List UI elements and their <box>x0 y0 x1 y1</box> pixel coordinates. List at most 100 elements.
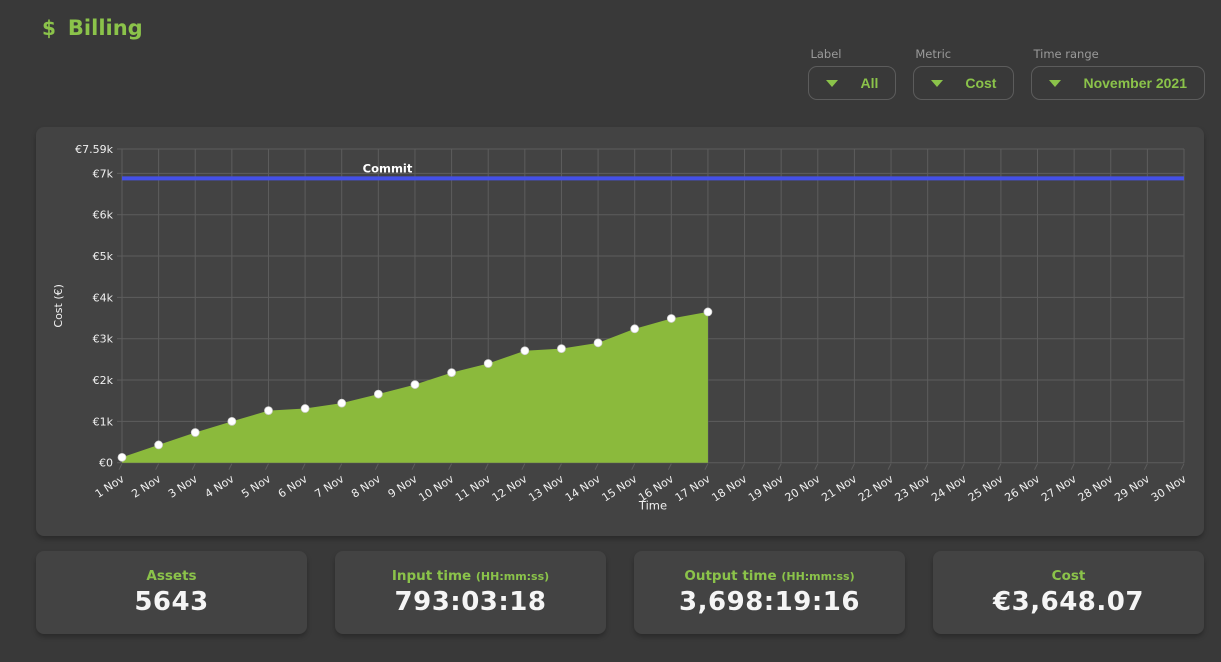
y-tick-label: €7.59k <box>75 143 113 156</box>
y-tick-label: €5k <box>93 250 114 263</box>
x-tick-label: 19 Nov <box>746 472 786 504</box>
label-filter-caption: Label <box>810 47 842 61</box>
data-point[interactable] <box>703 307 713 317</box>
x-tick <box>631 463 636 470</box>
data-point[interactable] <box>337 398 347 408</box>
x-tick <box>814 463 819 470</box>
x-tick-label: 25 Nov <box>966 472 1006 504</box>
time-range-dropdown[interactable]: November 2021 <box>1031 66 1205 100</box>
x-tick <box>1107 463 1112 470</box>
data-point[interactable] <box>520 346 530 356</box>
data-point[interactable] <box>666 314 676 323</box>
x-tick-label: 17 Nov <box>673 472 713 504</box>
label-dropdown[interactable]: All <box>808 66 897 100</box>
metric-dropdown[interactable]: Cost <box>913 66 1015 100</box>
x-tick <box>1143 463 1148 470</box>
x-tick <box>741 463 745 470</box>
stat-card-output-time: Output time (HH:mm:ss) 3,698:19:16 <box>634 551 905 634</box>
y-axis-title: Cost (€) <box>52 284 65 328</box>
x-tick-label: 20 Nov <box>783 472 823 504</box>
data-point[interactable] <box>190 428 200 437</box>
data-point[interactable] <box>373 389 383 399</box>
x-tick-label: 7 Nov <box>312 472 346 501</box>
x-tick-label: 28 Nov <box>1076 472 1116 504</box>
x-tick-label: 30 Nov <box>1149 472 1189 504</box>
x-tick <box>228 463 233 470</box>
x-tick-label: 2 Nov <box>129 472 163 501</box>
commit-label: Commit <box>363 161 413 175</box>
chevron-down-icon <box>931 79 944 87</box>
x-tick <box>1070 463 1075 470</box>
dollar-icon: $ <box>42 16 56 40</box>
x-tick-label: 10 Nov <box>416 472 456 504</box>
x-tick <box>924 463 929 470</box>
data-point[interactable] <box>300 404 310 413</box>
page-title-text: Billing <box>67 16 143 40</box>
y-tick-label: €0 <box>99 457 113 470</box>
chevron-down-icon <box>826 79 839 87</box>
x-tick <box>484 463 489 470</box>
x-tick <box>594 463 599 470</box>
x-tick <box>411 463 416 470</box>
x-tick <box>667 463 672 470</box>
y-tick-label: €6k <box>93 209 114 222</box>
metric-dropdown-value: Cost <box>965 75 997 91</box>
x-tick <box>521 463 526 470</box>
data-point[interactable] <box>593 338 603 348</box>
x-tick-label: 24 Nov <box>929 472 969 504</box>
stat-value: €3,648.07 <box>993 587 1144 617</box>
x-tick-label: 12 Nov <box>490 472 530 504</box>
data-point[interactable] <box>557 344 566 354</box>
cost-chart-panel: €0 €1k €2k €3k €4k €5k €6k €7k €7.59k 1 Nov 2 Nov 3… <box>36 127 1204 536</box>
x-tick <box>118 463 123 470</box>
stat-value: 3,698:19:16 <box>679 587 860 617</box>
metric-filter-caption: Metric <box>915 47 952 61</box>
stat-card-cost: Cost €3,648.07 <box>933 551 1204 634</box>
x-tick-label: 11 Nov <box>453 472 493 504</box>
stat-label: Cost <box>1051 568 1086 584</box>
y-tick-label: €3k <box>93 333 114 346</box>
x-tick-label: 29 Nov <box>1112 472 1152 504</box>
data-point[interactable] <box>154 440 163 450</box>
x-tick <box>448 463 453 470</box>
stat-value: 5643 <box>134 587 209 617</box>
y-tick-label: €2k <box>93 374 114 387</box>
data-point[interactable] <box>410 380 420 389</box>
x-tick <box>558 463 562 470</box>
data-point[interactable] <box>630 324 640 334</box>
stat-card-input-time: Input time (HH:mm:ss) 793:03:18 <box>335 551 606 634</box>
x-tick-label: 9 Nov <box>386 472 420 501</box>
time-range-dropdown-value: November 2021 <box>1083 75 1187 91</box>
x-tick-label: 3 Nov <box>166 472 200 501</box>
x-tick-label: 26 Nov <box>1002 472 1042 504</box>
x-tick <box>960 463 965 470</box>
data-point[interactable] <box>483 359 493 368</box>
stat-label: Output time (HH:mm:ss) <box>684 568 855 584</box>
stat-label: Assets <box>146 568 197 584</box>
x-tick-label: 22 Nov <box>856 472 896 504</box>
data-point[interactable] <box>264 406 273 415</box>
x-tick <box>155 463 160 470</box>
x-tick-label: 21 Nov <box>819 472 859 504</box>
x-tick-label: 4 Nov <box>203 472 237 501</box>
x-axis-title: Time <box>638 499 667 513</box>
data-point[interactable] <box>447 368 456 377</box>
time-range-filter: Time range November 2021 <box>1031 47 1205 100</box>
x-tick-label: 18 Nov <box>709 472 749 504</box>
x-tick-label: 8 Nov <box>349 472 383 501</box>
data-point[interactable] <box>117 452 127 462</box>
x-tick <box>704 463 709 470</box>
label-dropdown-value: All <box>860 75 879 91</box>
label-filter: Label All <box>808 47 897 100</box>
data-point[interactable] <box>227 416 237 426</box>
x-tick-label: 13 Nov <box>526 472 566 504</box>
y-tick-label: €1k <box>93 415 114 428</box>
x-tick <box>338 463 343 470</box>
chevron-down-icon <box>1049 79 1062 87</box>
x-tick <box>1034 463 1038 470</box>
x-tick <box>301 463 306 470</box>
x-tick <box>265 463 269 470</box>
stat-card-assets: Assets 5643 <box>36 551 307 634</box>
x-tick <box>850 463 855 470</box>
